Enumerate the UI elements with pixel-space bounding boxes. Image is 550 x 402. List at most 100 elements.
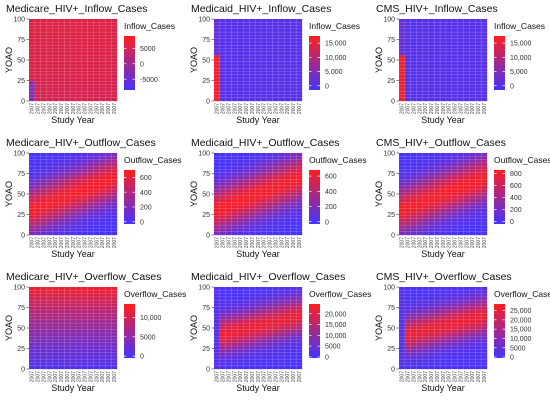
heatmap-cell — [70, 87, 77, 92]
heatmap-cell — [463, 38, 470, 43]
heatmap-cell — [463, 198, 470, 203]
heatmap-cell — [296, 172, 303, 177]
heatmap-cell — [463, 192, 470, 196]
heatmap-cell — [99, 287, 106, 291]
heatmap-cell — [255, 362, 262, 366]
heatmap-cell — [463, 153, 470, 157]
heatmap-cell — [428, 365, 435, 370]
heatmap-cell — [481, 365, 488, 370]
heatmap-cell — [249, 182, 256, 186]
heatmap-cell — [40, 156, 47, 160]
heatmap-cell — [231, 22, 238, 26]
heatmap-cell — [225, 313, 232, 317]
heatmap-cell — [410, 45, 417, 49]
heatmap-cell — [70, 293, 77, 297]
heatmap-cell — [399, 51, 406, 56]
y-tick-label: 25 — [387, 346, 395, 353]
heatmap-cell — [99, 19, 106, 23]
heatmap-cell — [422, 326, 429, 330]
heatmap-cell — [422, 153, 429, 157]
heatmap-cell — [243, 38, 250, 43]
heatmap-cell — [463, 58, 470, 62]
heatmap-cell — [214, 185, 221, 190]
heatmap-cell — [410, 319, 417, 324]
heatmap-cell — [58, 45, 65, 49]
x-tick-label: 2007 — [429, 237, 435, 248]
heatmap-cell — [469, 290, 476, 294]
heatmap-cell — [105, 195, 112, 200]
heatmap-cell — [284, 81, 291, 85]
heatmap-cell — [278, 202, 285, 206]
heatmap-cell — [111, 19, 118, 23]
legend-tick-label: 200 — [510, 207, 522, 214]
heatmap-cell — [475, 38, 482, 43]
heatmap-cell — [219, 175, 226, 180]
heatmap-cell — [70, 41, 77, 46]
heatmap-cell — [457, 293, 464, 297]
heatmap-cell — [75, 228, 82, 232]
heatmap-cell — [260, 22, 267, 26]
heatmap-cell — [87, 175, 94, 180]
heatmap-cell — [440, 169, 447, 173]
heatmap-cell — [75, 19, 82, 23]
heatmap-cell — [272, 153, 279, 157]
heatmap-cell — [475, 336, 482, 340]
heatmap-cell — [266, 346, 273, 350]
heatmap-cell — [87, 212, 94, 216]
heatmap-cell — [93, 303, 100, 307]
heatmap-cell — [58, 55, 65, 59]
heatmap-cell — [422, 61, 429, 66]
heatmap-cell — [105, 342, 112, 347]
heatmap-cell — [272, 221, 279, 226]
heatmap-cell — [469, 175, 476, 180]
heatmap-cell — [40, 287, 47, 291]
heatmap-cell — [422, 198, 429, 203]
heatmap-cell — [40, 355, 47, 360]
heatmap-cell — [243, 81, 250, 85]
heatmap-cell — [105, 205, 112, 209]
heatmap-cell — [52, 221, 59, 226]
x-tick-label: 2007 — [77, 103, 83, 114]
heatmap-cell — [416, 306, 423, 311]
heatmap-cell — [404, 91, 411, 95]
heatmap-cell — [87, 169, 94, 173]
heatmap-cell — [404, 25, 411, 29]
heatmap-cell — [46, 195, 53, 200]
heatmap-cell — [237, 22, 244, 26]
heatmap-cell — [111, 329, 118, 334]
heatmap-cell — [29, 179, 36, 183]
heatmap-cell — [451, 336, 458, 340]
heatmap-cell — [481, 179, 488, 183]
heatmap-cell — [272, 336, 279, 340]
heatmap-cell — [284, 87, 291, 92]
heatmap-cell — [469, 309, 476, 314]
heatmap-cell — [34, 198, 41, 203]
heatmap-cell — [99, 195, 106, 200]
heatmap-cell — [58, 68, 65, 72]
heatmap-cell — [463, 300, 470, 304]
heatmap-cell — [266, 221, 273, 226]
heatmap-cell — [445, 91, 452, 95]
heatmap-cell — [284, 339, 291, 343]
heatmap-cell — [34, 28, 41, 33]
heatmap-cell — [296, 175, 303, 180]
heatmap-cell — [219, 359, 226, 363]
heatmap-cell — [93, 45, 100, 49]
heatmap-cell — [255, 212, 262, 216]
heatmap-cell — [93, 19, 100, 23]
heatmap-cell — [105, 166, 112, 170]
heatmap-cell — [404, 153, 411, 157]
heatmap-cell — [469, 192, 476, 196]
heatmap-cell — [105, 346, 112, 350]
heatmap-cell — [469, 81, 476, 85]
heatmap-cell — [284, 225, 291, 229]
heatmap-cell — [219, 296, 226, 301]
heatmap-cell — [87, 94, 94, 98]
heatmap-cell — [40, 290, 47, 294]
heatmap-cell — [70, 156, 77, 160]
legend-tick-label: 15,000 — [510, 327, 532, 334]
heatmap-cell — [46, 91, 53, 95]
heatmap-cell — [410, 300, 417, 304]
heatmap-cell — [237, 231, 244, 236]
heatmap-cell — [75, 172, 82, 177]
